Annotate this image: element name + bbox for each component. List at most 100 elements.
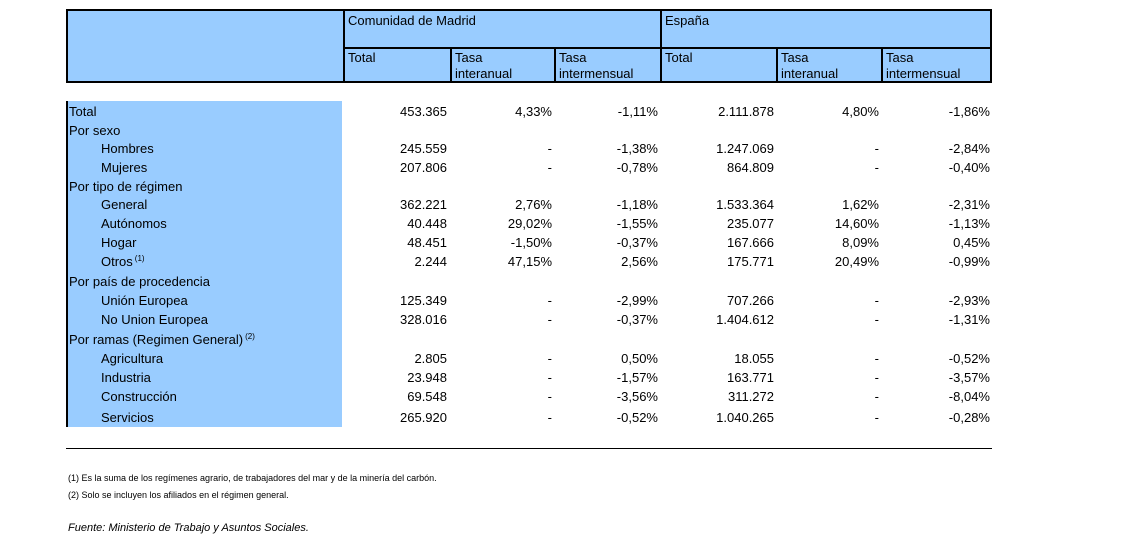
table-body: Total 453.365 4,33% -1,11% 2.111.878 4,80% -1,…	[66, 101, 992, 427]
table-cell: 23.948	[407, 370, 447, 385]
table-row: Mujeres 207.806 - -0,78% 864.809 - -0,40%	[66, 158, 992, 177]
table-cell: 207.806	[400, 160, 447, 175]
row-label: Agricultura	[101, 351, 164, 366]
table-cell: 2.111.878	[718, 104, 774, 119]
row-label: Por sexo	[69, 123, 121, 138]
header-divider	[343, 47, 992, 49]
table-cell: -0,99%	[948, 254, 990, 269]
table-cell: 175.771	[727, 254, 774, 269]
table-cell: 1.247.069	[716, 141, 774, 156]
table-cell: -1,57%	[616, 370, 658, 385]
table-row: Construcción 69.548 - -3,56% 311.272 - -8,04%	[66, 387, 992, 406]
row-label: No Union Europea	[101, 312, 208, 327]
header-espana-total: Total	[660, 49, 776, 83]
table-cell: -1,18%	[616, 197, 658, 212]
table-cell: -2,84%	[948, 141, 990, 156]
table-cell: 20,49%	[834, 254, 879, 269]
header-espana-interanual: Tasa interanual	[776, 49, 881, 83]
row-label: Hombres	[101, 141, 154, 156]
table-cell: 1.533.364	[716, 197, 774, 212]
table-cell: 265.920	[400, 410, 447, 425]
table-cell: -2,93%	[948, 293, 990, 308]
header-group-espana: España	[660, 11, 992, 47]
footnote-marker: (2)	[245, 332, 255, 341]
table-header: Comunidad de Madrid España Total Tasa int…	[66, 9, 992, 83]
table-cell: 1.404.612	[716, 312, 774, 327]
table-cell: -	[547, 351, 552, 366]
table-cell: 40.448	[407, 216, 447, 231]
row-label: Por ramas (Regimen General) (2)	[69, 332, 255, 347]
row-label: Servicios	[101, 410, 154, 425]
table-cell: 453.365	[400, 104, 447, 119]
row-label: Hogar	[101, 235, 137, 250]
table-cell: -	[874, 351, 879, 366]
header-madrid-interanual: Tasa interanual	[450, 49, 554, 83]
table-cell: 1.040.265	[716, 410, 774, 425]
table-cell: -1,50%	[510, 235, 552, 250]
table-cell: 2.805	[414, 351, 447, 366]
source-note: Fuente: Ministerio de Trabajo y Asuntos …	[68, 522, 309, 534]
table-cell: 707.266	[727, 293, 774, 308]
row-label: Por país de procedencia	[69, 274, 210, 289]
table-row: Servicios 265.920 - -0,52% 1.040.265 - -0,28%	[66, 408, 992, 427]
table-cell: -	[547, 389, 552, 404]
table-cell: 0,50%	[621, 351, 658, 366]
table-cell: -	[874, 389, 879, 404]
table-cell: 167.666	[727, 235, 774, 250]
footnote-1: (1) Es la suma de los regímenes agrario,…	[68, 473, 437, 483]
row-label: Por tipo de régimen	[69, 179, 183, 194]
table-cell: 18.055	[734, 351, 774, 366]
table-cell: -	[547, 370, 552, 385]
table-cell: -1,55%	[616, 216, 658, 231]
table-cell: 4,80%	[842, 104, 879, 119]
header-madrid-total: Total	[343, 49, 450, 83]
table-cell: -1,31%	[948, 312, 990, 327]
table-cell: 2,76%	[515, 197, 552, 212]
table-cell: -	[547, 160, 552, 175]
row-label: Construcción	[101, 389, 177, 404]
table-row: Agricultura 2.805 - 0,50% 18.055 - -0,52%	[66, 349, 992, 368]
table-row: General 362.221 2,76% -1,18% 1.533.364 1,62% -…	[66, 195, 992, 214]
table-cell: -3,57%	[948, 370, 990, 385]
table-cell: 4,33%	[515, 104, 552, 119]
header-madrid-intermensual: Tasa intermensual	[554, 49, 660, 83]
table-cell: 47,15%	[507, 254, 552, 269]
table-cell: 69.548	[407, 389, 447, 404]
table-row: Otros (1) 2.244 47,15% 2,56% 175.771 20,49% -0,…	[66, 252, 992, 271]
table-row: Por tipo de régimen	[66, 177, 992, 196]
table-cell: 8,09%	[842, 235, 879, 250]
table-cell: -2,99%	[616, 293, 658, 308]
table-row: Industria 23.948 - -1,57% 163.771 - -3,57%	[66, 368, 992, 387]
table-cell: 2.244	[414, 254, 447, 269]
header-corner	[68, 11, 343, 81]
table-cell: 362.221	[400, 197, 447, 212]
table-cell: -0,37%	[616, 235, 658, 250]
table-row: Unión Europea 125.349 - -2,99% 707.266 - -2,93…	[66, 291, 992, 310]
table-cell: -	[874, 370, 879, 385]
table-cell: -0,40%	[948, 160, 990, 175]
table-cell: 1,62%	[842, 197, 879, 212]
table-cell: -	[547, 410, 552, 425]
table-cell: -	[547, 293, 552, 308]
table-row: Hombres 245.559 - -1,38% 1.247.069 - -2,84%	[66, 139, 992, 158]
table-cell: 311.272	[727, 389, 774, 404]
table-cell: 29,02%	[507, 216, 552, 231]
table-row: Hogar 48.451 -1,50% -0,37% 167.666 8,09% 0,45%	[66, 233, 992, 252]
table-cell: 125.349	[400, 293, 447, 308]
table-row: No Union Europea 328.016 - -0,37% 1.404.612 -…	[66, 310, 992, 329]
table-cell: -8,04%	[948, 389, 990, 404]
table-cell: -	[547, 312, 552, 327]
table-cell: -	[547, 141, 552, 156]
table-cell: -1,13%	[948, 216, 990, 231]
table-row: Autónomos 40.448 29,02% -1,55% 235.077 14,60%…	[66, 214, 992, 233]
table-cell: -2,31%	[948, 197, 990, 212]
row-label: Total	[69, 104, 97, 119]
row-label: Autónomos	[101, 216, 167, 231]
table-cell: -	[874, 410, 879, 425]
row-label: Unión Europea	[101, 293, 188, 308]
table-cell: -	[874, 160, 879, 175]
table-cell: -0,78%	[616, 160, 658, 175]
left-border	[66, 101, 68, 427]
label-column-background	[68, 101, 342, 427]
table-row: Por sexo	[66, 121, 992, 140]
